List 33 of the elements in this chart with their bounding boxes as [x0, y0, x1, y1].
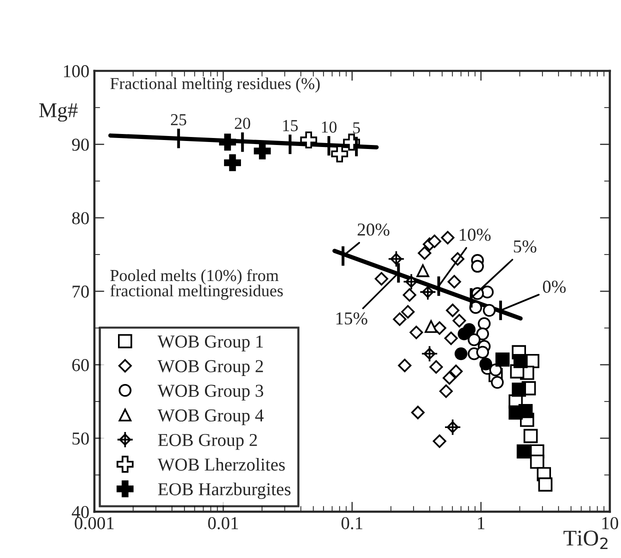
y-tick-label: 70: [72, 286, 89, 298]
x-tick-label: 0.1: [342, 517, 362, 530]
annotation: Fractional melting residues (%): [110, 77, 320, 93]
x-axis-title: TiO$_{2}$: [564, 530, 608, 550]
x-tick-label: 0.001: [74, 517, 114, 530]
y-axis-title: Mg#: [39, 103, 78, 122]
annotation: 5: [353, 122, 360, 134]
annotation: 5%: [514, 240, 536, 253]
y-tick-label: 100: [64, 65, 89, 78]
annotation: 10%: [460, 228, 491, 241]
legend-label: WOB Lherzolites: [158, 458, 285, 471]
legend-label: EOB Group 2: [158, 434, 257, 450]
x-tick-label: 1: [478, 517, 484, 530]
y-tick-label: 60: [72, 359, 89, 372]
legend-label: WOB Group 1: [158, 336, 263, 352]
annotation: 25: [170, 114, 186, 126]
x-tick-label: 0.01: [208, 517, 238, 530]
annotation: Pooled melts (10%) from fractional meltingresidues: [110, 269, 283, 300]
legend-label: EOB Harzburgites: [158, 482, 290, 500]
y-tick-label: 80: [72, 212, 89, 224]
annotation: 20: [234, 118, 250, 130]
y-tick-label: 90: [72, 138, 89, 151]
annotation: 15: [283, 120, 298, 132]
legend-label: WOB Group 4: [158, 409, 264, 426]
legend-label: WOB Group 2: [158, 360, 263, 376]
y-tick-label: 50: [72, 432, 89, 445]
annotation: 10: [322, 121, 337, 133]
annotation: 20%: [358, 223, 390, 236]
annotation: 0%: [542, 280, 566, 293]
y-tick-label: 40: [72, 506, 89, 518]
annotation: 15%: [336, 312, 368, 325]
x-tick-label: 10: [602, 517, 618, 530]
legend-label: WOB Group 3: [158, 384, 264, 401]
